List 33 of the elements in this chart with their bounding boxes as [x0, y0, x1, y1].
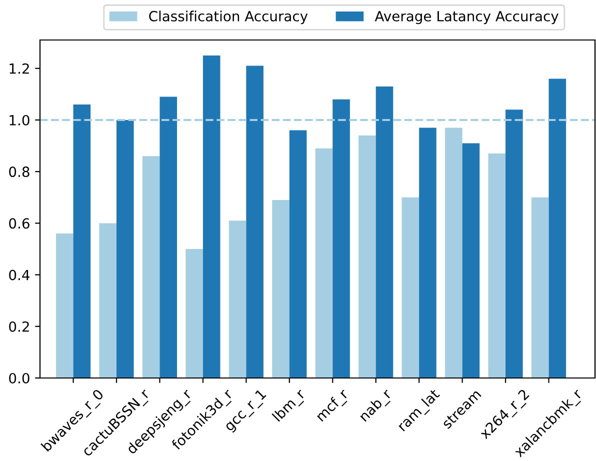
legend-label: Average Latancy Accuracy: [374, 11, 558, 24]
bar: [228, 220, 246, 378]
bar: [73, 104, 91, 378]
bar: [142, 156, 160, 378]
bar: [488, 154, 506, 378]
bar: [548, 78, 566, 378]
bar: [402, 197, 420, 378]
bar: [358, 135, 376, 378]
bar: [202, 55, 220, 378]
bar: [160, 96, 178, 378]
legend-label: Classification Accuracy: [149, 10, 308, 24]
y-tick-label: 0.0: [9, 372, 30, 384]
y-tick-label: 0.4: [9, 270, 30, 280]
bar: [332, 99, 350, 378]
bar: [462, 143, 480, 378]
y-tick-label: 1.0: [10, 114, 30, 126]
y-tick-label: 0.6: [9, 218, 30, 229]
bar: [272, 200, 290, 378]
bar: [186, 248, 203, 378]
bar: [99, 223, 117, 378]
bar: [445, 128, 462, 378]
bar: [419, 128, 436, 378]
y-tick-label: 0.2: [9, 321, 29, 332]
bar: [246, 66, 264, 378]
bar: [116, 120, 134, 378]
y-tick-label: 1.2: [10, 63, 29, 74]
bar: [506, 110, 523, 378]
bar: [376, 86, 394, 378]
bar: [531, 197, 549, 378]
bar: [315, 148, 333, 378]
bar: [56, 234, 74, 378]
y-tick-label: 0.8: [9, 166, 30, 178]
bar: [289, 130, 307, 378]
